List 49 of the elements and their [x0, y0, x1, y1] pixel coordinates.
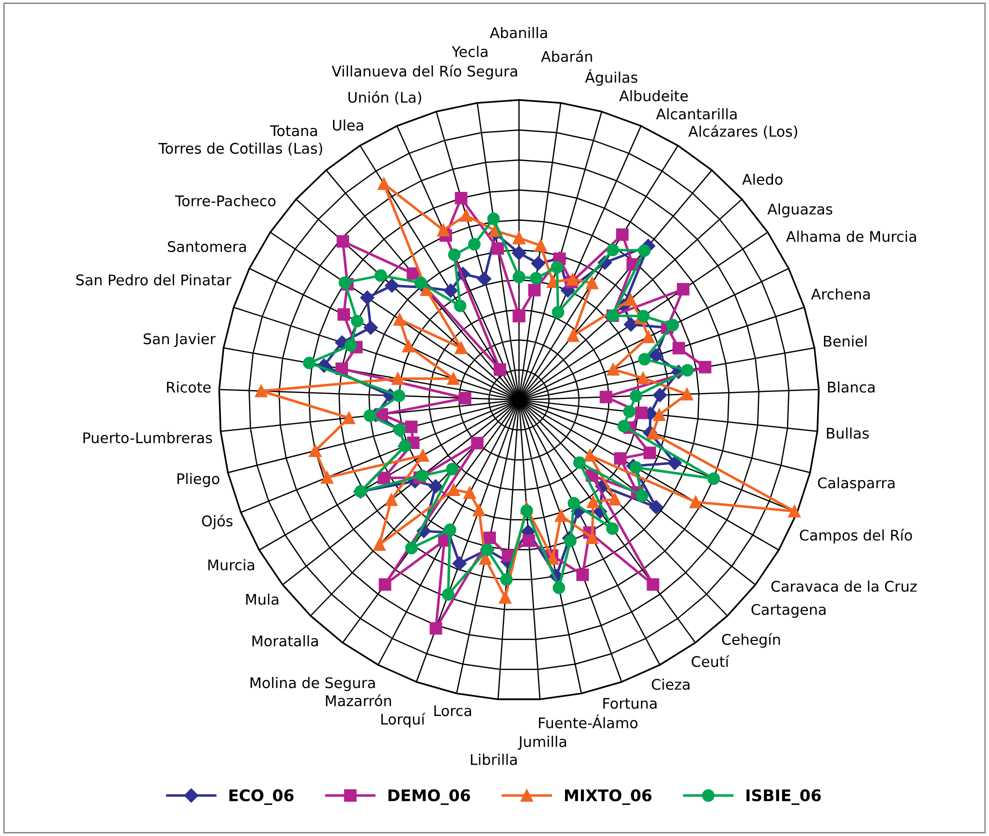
spoke-label: Yecla	[452, 46, 488, 58]
legend-label: MIXTO_06	[565, 789, 652, 805]
spoke-label: Abanilla	[490, 26, 547, 38]
spoke-label: Murcia	[208, 559, 254, 570]
spoke-label: Pliego	[178, 472, 220, 488]
spoke-label: Fortuna	[603, 698, 657, 709]
spoke-label: Alguazas	[767, 203, 832, 218]
spoke-label: Calasparra	[818, 477, 894, 492]
spoke-label: Archena	[811, 288, 870, 300]
spoke-label: Bullas	[826, 427, 869, 439]
spoke-label: Fuente-Álamo	[538, 714, 638, 728]
spoke-label: Alcázares (Los)	[688, 125, 798, 139]
spoke-label: Molina de Segura	[250, 676, 375, 692]
legend-label: ISBIE_06	[746, 789, 821, 805]
spoke-label: Mazarrón	[326, 694, 392, 706]
spoke-label: Jumilla	[518, 736, 566, 750]
spoke-label: Puerto-Lumbreras	[83, 432, 212, 444]
spoke-label: Campos del Río	[800, 528, 912, 544]
spoke-label: Torres de Cotillas (Las)	[158, 142, 322, 156]
spoke-label: Torre-Pacheco	[174, 195, 276, 206]
spoke-label: Ricote	[167, 381, 211, 393]
spoke-label: Ceutí	[692, 655, 730, 668]
spoke-label: Cartagena	[752, 604, 826, 618]
spoke-label: Caravaca de la Cruz	[771, 580, 917, 592]
spoke-label: San Pedro del Pinatar	[76, 274, 232, 286]
spoke-label: Ulea	[333, 119, 364, 131]
spoke-label: Aledo	[742, 174, 782, 185]
spoke-label: San Javier	[144, 333, 216, 348]
legend-label: DEMO_06	[388, 789, 470, 805]
legend-label: ECO_06	[229, 789, 294, 805]
spoke-label: Totana	[270, 125, 317, 136]
spoke-label: Beniel	[824, 335, 866, 347]
spoke-label: Santomera	[168, 241, 246, 252]
spoke-label: Albudeite	[619, 90, 688, 102]
spoke-label: Abarán	[541, 50, 592, 62]
spoke-label: Cieza	[652, 678, 690, 690]
spoke-label: Lorca	[434, 705, 472, 716]
spoke-label: Moratalla	[252, 635, 318, 646]
spoke-label: Alhama de Murcia	[786, 230, 916, 242]
spoke-label: Librilla	[470, 754, 517, 766]
spoke-label: Águilas	[585, 69, 638, 86]
spoke-label: Lorquí	[381, 712, 426, 728]
spoke-label: Blanca	[828, 381, 875, 393]
spoke-label: Alcantarilla	[656, 108, 737, 120]
spoke-label: Ojós	[202, 514, 233, 530]
spoke-label: Cehegín	[722, 633, 780, 648]
spoke-label: Mula	[246, 594, 278, 605]
spoke-label: Villanueva del Río Segura	[332, 64, 518, 80]
spoke-label: Unión (La)	[348, 90, 422, 105]
